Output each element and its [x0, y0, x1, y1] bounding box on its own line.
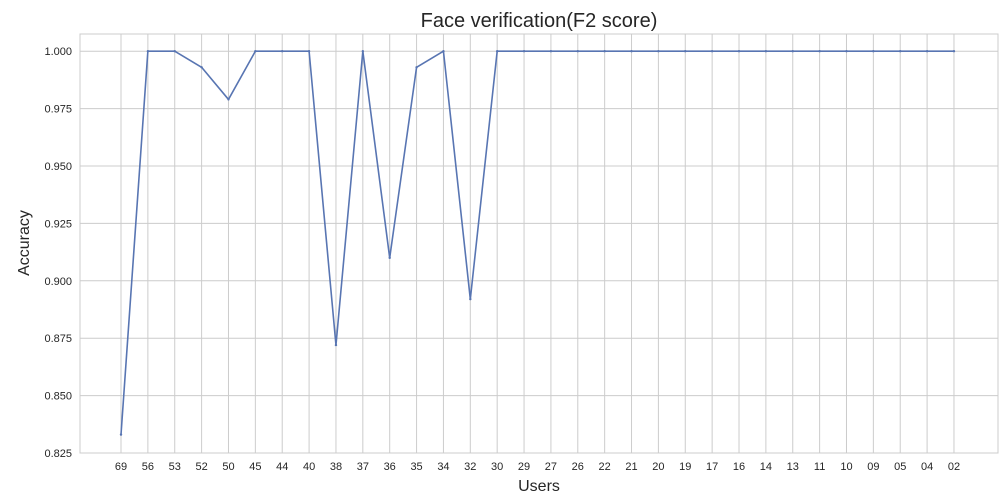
data-point — [657, 50, 660, 53]
series — [119, 50, 956, 436]
x-tick-label: 10 — [840, 461, 852, 473]
x-tick-label: 37 — [357, 461, 369, 473]
y-tick-label: 0.850 — [44, 391, 72, 403]
data-point — [173, 50, 176, 53]
x-tick-label: 36 — [384, 461, 396, 473]
x-tick-label: 69 — [115, 461, 127, 473]
x-tick-label: 21 — [625, 461, 637, 473]
y-tick-label: 0.950 — [44, 161, 72, 173]
y-tick-label: 0.875 — [44, 333, 72, 345]
tick-labels: 0.825 0.850 0.875 0.900 0.925 0.950 0.975 1.000… — [44, 46, 960, 473]
y-tick-label: 0.825 — [44, 448, 72, 460]
x-tick-label: 30 — [491, 461, 503, 473]
x-tick-label: 27 — [545, 461, 557, 473]
x-tick-label: 11 — [814, 461, 825, 473]
data-point — [415, 66, 418, 69]
x-tick-label: 16 — [733, 461, 745, 473]
data-point — [469, 297, 472, 301]
y-tick-label: 1.000 — [44, 46, 72, 58]
data-point — [307, 50, 311, 53]
x-tick-label: 38 — [330, 461, 342, 473]
data-point — [684, 50, 687, 53]
data-point — [549, 50, 553, 53]
data-point — [388, 256, 391, 260]
x-tick-label: 22 — [599, 461, 611, 473]
x-tick-label: 53 — [169, 461, 181, 473]
data-point — [845, 50, 848, 53]
data-point — [361, 50, 365, 53]
data-point — [899, 50, 902, 53]
x-tick-label: 19 — [679, 461, 691, 473]
x-tick-label: 05 — [894, 461, 906, 473]
x-tick-label: 50 — [222, 461, 234, 473]
y-axis-label: Accuracy — [16, 210, 33, 276]
plot-area — [79, 33, 999, 454]
data-point — [146, 50, 150, 53]
data-point — [764, 50, 768, 53]
data-point — [737, 50, 741, 53]
x-axis-label: Users — [518, 478, 560, 495]
x-tick-label: 26 — [572, 461, 584, 473]
x-tick-label: 29 — [518, 461, 530, 473]
data-point — [442, 50, 445, 53]
data-point — [710, 50, 714, 53]
data-point — [576, 50, 579, 53]
x-tick-label: 35 — [410, 461, 422, 473]
data-point — [200, 66, 203, 69]
data-point — [925, 50, 929, 53]
x-tick-label: 20 — [652, 461, 664, 473]
data-point — [254, 50, 257, 53]
x-tick-label: 56 — [142, 461, 154, 473]
x-tick-label: 09 — [867, 461, 879, 473]
data-point — [281, 50, 284, 53]
x-tick-label: 32 — [464, 461, 476, 473]
x-tick-label: 02 — [948, 461, 960, 473]
data-point — [818, 50, 821, 53]
data-point — [227, 98, 230, 101]
x-tick-label: 40 — [303, 461, 315, 473]
chart-title: Face verification(F2 score) — [421, 10, 658, 32]
series-line — [120, 50, 954, 435]
x-tick-label: 14 — [760, 461, 772, 473]
grid — [80, 34, 998, 454]
data-point — [630, 50, 633, 53]
data-point — [334, 343, 338, 347]
y-tick-label: 0.975 — [44, 104, 72, 116]
data-point — [495, 50, 499, 53]
y-tick-label: 0.900 — [44, 276, 72, 288]
data-point — [603, 50, 606, 53]
x-tick-label: 52 — [195, 461, 207, 473]
x-tick-label: 45 — [249, 461, 261, 473]
data-point — [952, 50, 956, 53]
x-tick-label: 04 — [921, 461, 933, 473]
x-tick-label: 44 — [276, 461, 288, 473]
data-point — [872, 50, 875, 53]
data-point — [522, 50, 526, 53]
y-tick-label: 0.925 — [44, 218, 72, 230]
x-tick-label: 34 — [437, 461, 449, 473]
x-tick-label: 17 — [706, 461, 718, 473]
x-tick-label: 13 — [787, 461, 799, 473]
data-point — [791, 50, 794, 53]
data-point — [119, 433, 123, 436]
